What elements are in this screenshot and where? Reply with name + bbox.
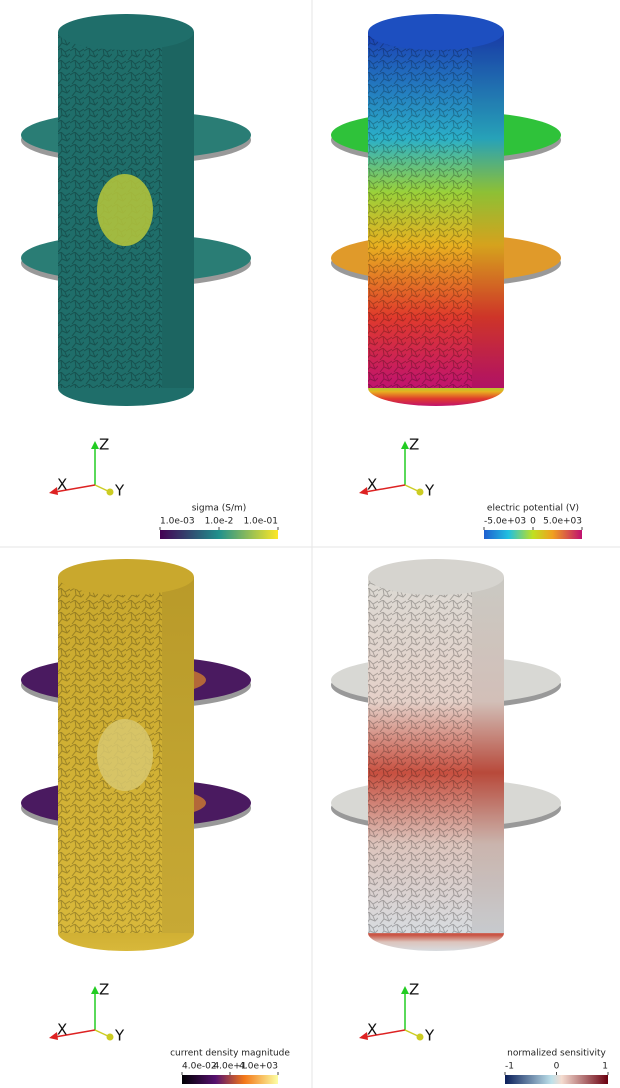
figure: Z X Ysigma (S/m) 1.0e-03 1.0e-2 1.0e-01 Z X Yele… bbox=[0, 0, 620, 1088]
axis-z-head bbox=[401, 441, 409, 449]
cylinder-top bbox=[368, 559, 504, 595]
axis-label: Z bbox=[99, 981, 109, 999]
colorbar-tick-label: -1 bbox=[505, 1062, 514, 1072]
axis-y-head bbox=[107, 489, 114, 496]
axis-label: X bbox=[367, 1021, 377, 1039]
inclusion bbox=[97, 719, 153, 791]
axis-label: X bbox=[57, 476, 67, 494]
axis-z-head bbox=[401, 986, 409, 994]
axis-label: X bbox=[57, 1021, 67, 1039]
colorbar bbox=[182, 1075, 278, 1084]
colorbar bbox=[505, 1075, 608, 1084]
axis-label: Z bbox=[99, 436, 109, 454]
colorbar bbox=[160, 530, 278, 539]
cylinder-top bbox=[58, 14, 194, 50]
colorbar-tick-label: 1.0e-01 bbox=[243, 517, 278, 527]
axis-y-head bbox=[417, 489, 424, 496]
colorbar-title: electric potential (V) bbox=[487, 504, 579, 514]
axis-label: Z bbox=[409, 436, 419, 454]
cutaway bbox=[368, 32, 472, 388]
cylinder-top bbox=[368, 14, 504, 50]
axis-y-head bbox=[417, 1034, 424, 1041]
axis-label: X bbox=[367, 476, 377, 494]
inclusion bbox=[97, 174, 153, 246]
axis-label: Y bbox=[424, 1027, 435, 1045]
colorbar-tick-label: 1.0e-2 bbox=[205, 517, 234, 527]
colorbar-title: sigma (S/m) bbox=[192, 504, 247, 514]
colorbar-title: current density magnitude bbox=[170, 1049, 290, 1059]
colorbar-tick-label: 0 bbox=[530, 517, 536, 527]
colorbar-tick-label: -5.0e+03 bbox=[484, 517, 526, 527]
colorbar-title: normalized sensitivity bbox=[507, 1049, 606, 1059]
axis-y-head bbox=[107, 1034, 114, 1041]
cylinder-shade bbox=[472, 32, 504, 388]
axis-z-head bbox=[91, 986, 99, 994]
colorbar bbox=[484, 530, 582, 539]
colorbar-tick-label: 5.0e+03 bbox=[543, 517, 582, 527]
axis-z-head bbox=[91, 441, 99, 449]
cylinder-shade bbox=[472, 577, 504, 933]
colorbar-tick-label: 4.0e+03 bbox=[239, 1062, 278, 1072]
axis-label: Y bbox=[114, 482, 125, 500]
cylinder-top bbox=[58, 559, 194, 595]
axis-label: Y bbox=[114, 1027, 125, 1045]
cylinder-shade bbox=[162, 577, 194, 933]
cutaway bbox=[368, 577, 472, 933]
axis-label: Y bbox=[424, 482, 435, 500]
colorbar-tick-label: 0 bbox=[554, 1062, 560, 1072]
colorbar-tick-label: 4.0e-02 bbox=[182, 1062, 217, 1072]
axis-label: Z bbox=[409, 981, 419, 999]
colorbar-tick-label: 1.0e-03 bbox=[160, 517, 195, 527]
colorbar-tick-label: 1 bbox=[602, 1062, 608, 1072]
cylinder-shade bbox=[162, 32, 194, 388]
